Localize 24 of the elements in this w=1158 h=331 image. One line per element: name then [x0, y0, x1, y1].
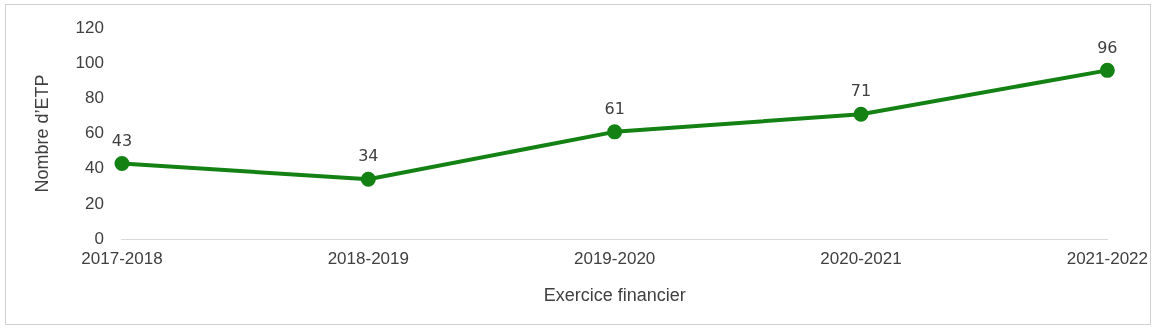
data-label: 43: [111, 130, 133, 150]
y-axis-title: Nombre d’ETP: [31, 74, 52, 193]
point: [853, 106, 869, 122]
data-label: 61: [604, 99, 625, 118]
data-label: 96: [1097, 37, 1118, 57]
y-tick-label: 20: [85, 193, 104, 213]
x-axis-title: Exercice financier: [543, 285, 686, 306]
y-tick-label: 0: [94, 228, 104, 248]
x-tick-label: 2019-2020: [574, 248, 656, 268]
data-label: 71: [850, 81, 872, 101]
y-tick-label: 60: [85, 123, 104, 143]
y-tick-label: 80: [85, 88, 104, 108]
x-tick-label: 2017-2018: [81, 248, 163, 268]
point: [114, 155, 130, 171]
point: [607, 124, 623, 140]
x-tick-label: 2020-2021: [820, 248, 902, 268]
point: [1099, 62, 1115, 78]
point: [360, 171, 376, 187]
x-tick-label: 2018-2019: [327, 248, 409, 268]
y-tick-label: 100: [75, 53, 104, 73]
data-label: 34: [358, 146, 379, 166]
x-tick-label: 2021-2022: [1066, 248, 1149, 268]
y-tick-label: 40: [85, 158, 104, 178]
y-tick-label: 120: [75, 17, 104, 37]
